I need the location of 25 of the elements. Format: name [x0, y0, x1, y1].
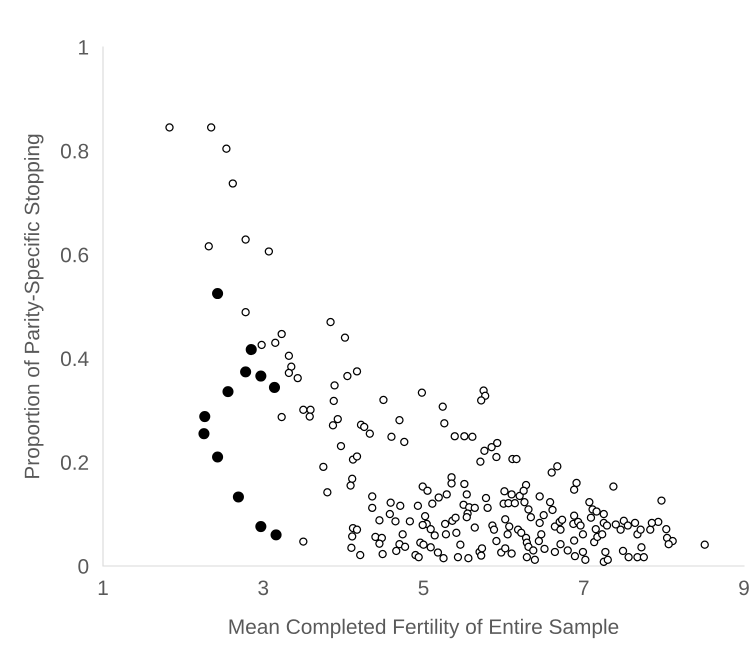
x-tick-label: 1 [98, 580, 108, 595]
y-tick-label: 1 [79, 40, 88, 55]
point [268, 382, 280, 393]
point [212, 288, 224, 300]
y-tick-label: 0 [78, 559, 88, 574]
x-axis-title: Mean Completed Fertility of Entire Sample [230, 618, 618, 638]
point [240, 366, 252, 378]
x-tick-label: 7 [579, 580, 588, 595]
point [199, 410, 210, 422]
x-tick-label: 3 [258, 580, 268, 596]
point [255, 370, 266, 382]
point [270, 529, 282, 540]
x-tick-label: 9 [739, 580, 749, 596]
y-tick-label: 0.8 [60, 144, 88, 159]
point [232, 491, 244, 503]
point [246, 344, 257, 356]
point [212, 451, 224, 463]
y-axis-title: Proportion of Parity-Specific Stopping [24, 134, 44, 478]
y-tick-label: 0.6 [60, 248, 88, 262]
point [222, 386, 234, 398]
y-tick-label: 0.2 [60, 455, 88, 470]
x-tick-label: 5 [418, 580, 428, 596]
y-tick-label: 0.4 [60, 351, 89, 366]
point [198, 428, 210, 440]
point [255, 521, 266, 532]
